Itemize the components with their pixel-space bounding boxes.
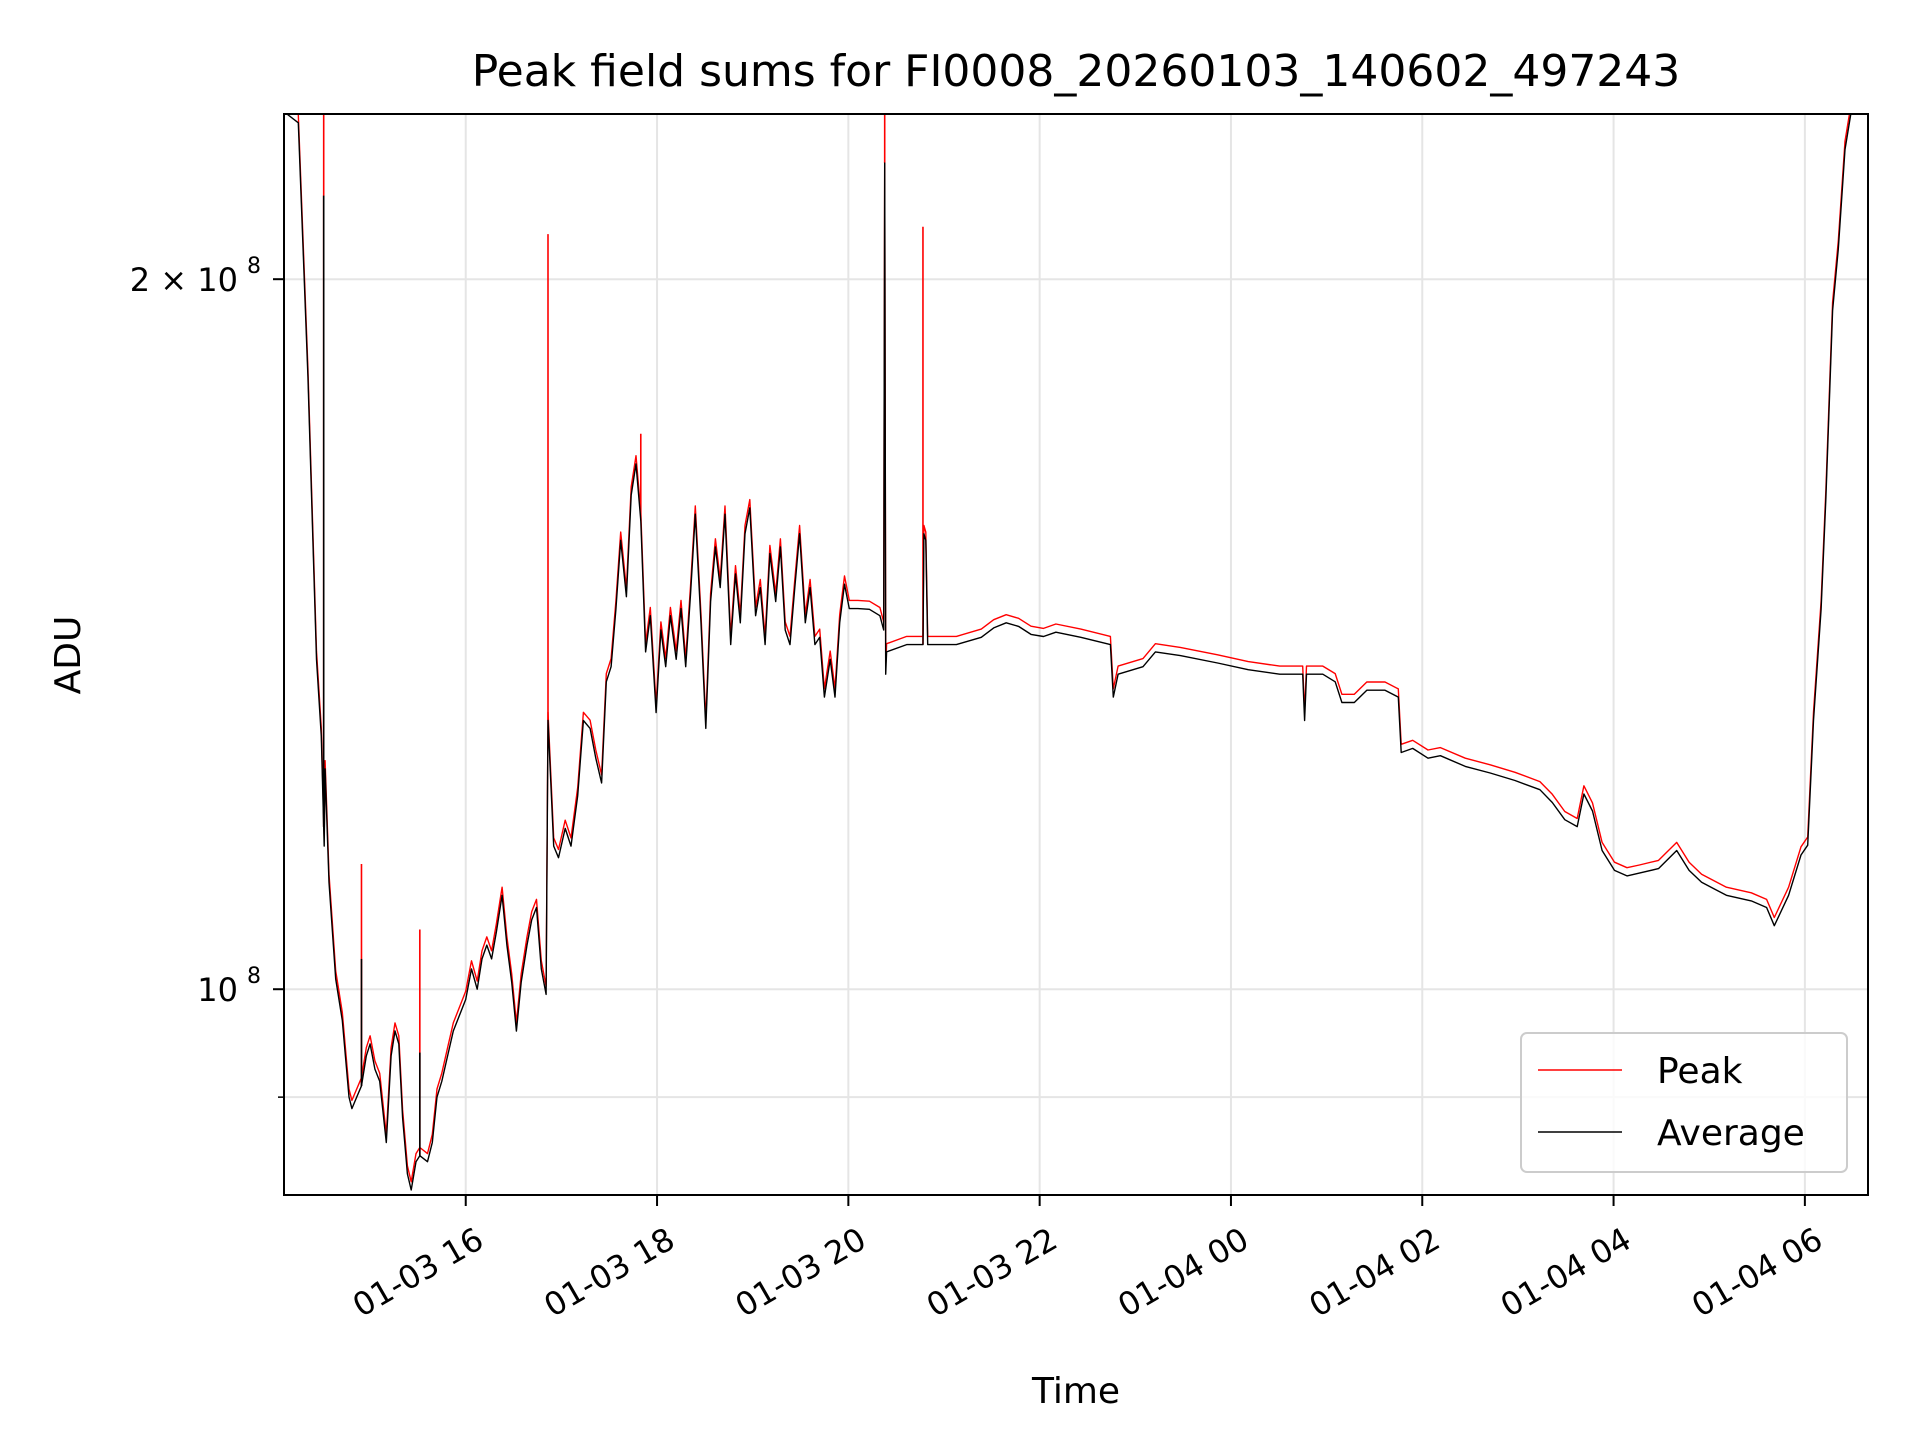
y-tick-exponent: 8	[247, 964, 261, 989]
legend-peak-label: Peak	[1657, 1051, 1743, 1092]
x-axis-label: Time	[1031, 1371, 1120, 1412]
x-tick-label: 01-04 06	[1685, 1220, 1829, 1325]
series-layer	[286, 114, 1852, 1191]
legend-average-label: Average	[1657, 1113, 1805, 1154]
x-axis: 01-03 16 01-03 18 01-03 20 01-03 22 01-04 00…	[346, 1195, 1829, 1325]
x-tick-label: 01-04 02	[1303, 1220, 1447, 1325]
x-tick-label: 01-03 20	[729, 1220, 873, 1325]
peak-line	[296, 114, 1851, 1183]
x-tick-label: 01-03 16	[346, 1220, 490, 1325]
legend-box	[1520, 1032, 1848, 1173]
y-tick-label: 2 × 10	[130, 261, 238, 299]
x-tick-label: 01-03 18	[537, 1220, 681, 1325]
legend: Peak Average	[1520, 1032, 1848, 1173]
x-tick-label: 01-04 00	[1111, 1220, 1255, 1325]
y-axis-label: ADU	[48, 616, 89, 695]
average-line	[286, 114, 1852, 1191]
plot-frame	[283, 113, 1869, 1196]
x-tick-label: 01-03 22	[920, 1220, 1064, 1325]
x-tick-label: 01-04 04	[1494, 1220, 1638, 1325]
y-tick-label: 10	[197, 971, 238, 1009]
grid	[284, 114, 1868, 1195]
chart-title: Peak field sums for FI0008_20260103_1406…	[472, 46, 1681, 97]
y-tick-exponent: 8	[247, 254, 261, 279]
y-axis: 10 8 2 × 10 8	[130, 254, 284, 1098]
